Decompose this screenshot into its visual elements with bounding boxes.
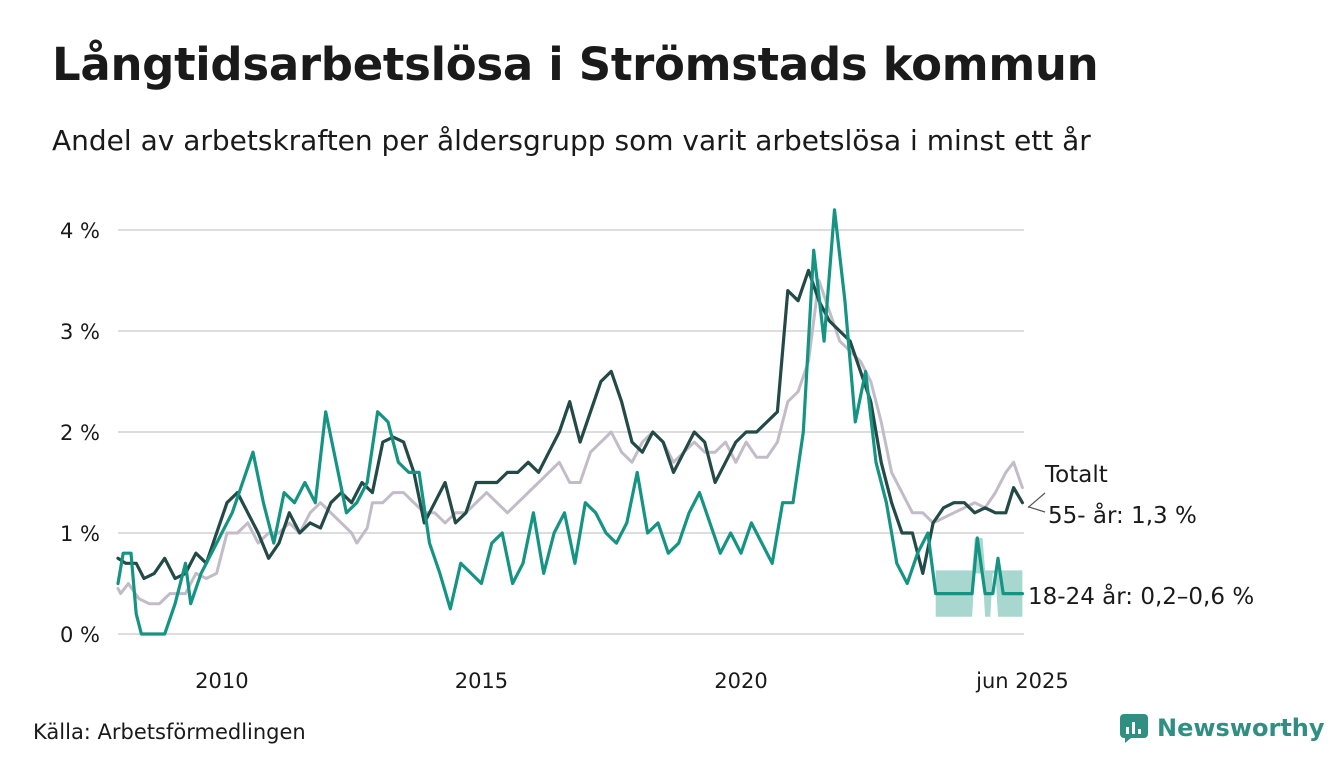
series-label-age55: 55- år: 1,3 %	[1048, 501, 1197, 529]
series-label-total: Totalt	[1044, 462, 1108, 488]
page-subtitle: Andel av arbetskraften per åldersgrupp s…	[52, 124, 1091, 157]
range-band-layer	[935, 538, 1023, 617]
y-axis-tick-labels: 0 % 1 % 2 % 3 % 4 %	[60, 219, 100, 647]
chart-grid	[118, 229, 1024, 635]
x-tick-label-2010: 2010	[195, 669, 248, 693]
y-tick-label-3: 3 %	[60, 320, 100, 344]
brand-name: Newsworthy	[1157, 714, 1325, 742]
x-tick-label-jun 2025: jun 2025	[975, 669, 1069, 693]
brand-logo: Newsworthy	[1119, 713, 1325, 743]
newsworthy-logo-icon	[1120, 714, 1148, 743]
source-note: Källa: Arbetsförmedlingen	[33, 720, 306, 744]
page-title: Långtidsarbetslösa i Strömstads kommun	[52, 38, 1099, 91]
series-line-age55	[116, 268, 1024, 581]
x-tick-label-2015: 2015	[455, 669, 508, 693]
band-18-24	[935, 538, 1023, 617]
leader-age55	[1027, 506, 1046, 513]
series-labels: Totalt 55- år: 1,3 % 18-24 år: 0,2–0,6 %	[1027, 462, 1254, 610]
y-tick-label-0: 0 %	[60, 623, 100, 647]
y-tick-label-2: 2 %	[60, 421, 100, 445]
y-tick-label-4: 4 %	[60, 219, 100, 243]
leader-total	[1027, 492, 1046, 509]
x-axis-tick-labels: 2010 2015 2020 jun 2025	[195, 669, 1069, 693]
x-tick-label-2020: 2020	[714, 669, 767, 693]
y-tick-label-1: 1 %	[60, 522, 100, 546]
series-label-age18: 18-24 år: 0,2–0,6 %	[1028, 582, 1254, 610]
series-line-total	[116, 279, 1024, 606]
series-line-age18	[116, 208, 1024, 636]
series-lines	[116, 208, 1024, 636]
